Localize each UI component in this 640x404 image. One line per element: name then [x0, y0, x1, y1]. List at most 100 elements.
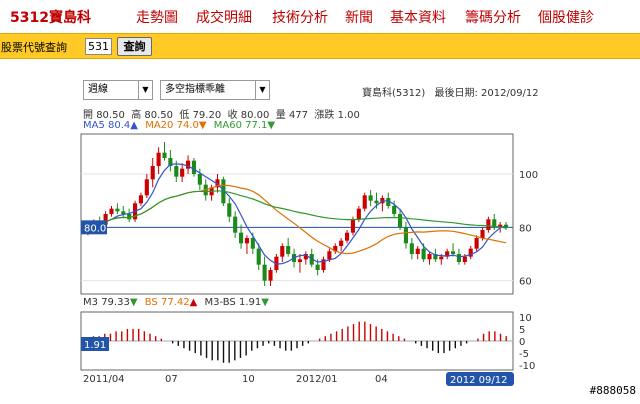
price-panel-frame — [80, 133, 514, 295]
high-value: 80.50 — [144, 110, 174, 121]
close-value: 80.00 — [240, 110, 270, 121]
candle-body — [421, 248, 426, 260]
candle-body — [185, 160, 191, 169]
sub-legend: M3 79.33▼ BS 77.42▲ M3-BS 1.91▼ — [83, 297, 269, 308]
candle-body — [315, 264, 320, 270]
nav-trade-detail[interactable]: 成交明細 — [196, 10, 252, 26]
ma5-line — [87, 163, 507, 265]
chevron-down-icon: ▼ — [138, 81, 152, 99]
candle-body — [468, 248, 473, 257]
low-value: 79.20 — [192, 110, 222, 121]
ma20-value: 74.0 — [176, 120, 199, 131]
ma20-line — [87, 184, 507, 255]
candle-body — [480, 230, 485, 238]
candle-body — [138, 195, 144, 204]
nav-health[interactable]: 個股健診 — [538, 10, 594, 26]
candle-body — [268, 270, 273, 281]
candle-body — [115, 208, 120, 212]
query-bar: 股票代號查詢 查詢 — [0, 33, 640, 59]
candle-body — [156, 152, 161, 166]
candle-body — [233, 216, 238, 233]
candle-body — [97, 222, 102, 225]
ma60-label: MA60 — [213, 120, 242, 131]
candle-body — [180, 168, 185, 177]
query-label: 股票代號查詢 — [1, 41, 67, 54]
nav-news[interactable]: 新聞 — [345, 10, 373, 26]
m3bs-value: 1.91 — [238, 297, 262, 308]
candle-body — [286, 246, 291, 254]
candle-body — [474, 238, 479, 249]
candle-body — [374, 200, 379, 204]
indicator-tick-label: 0 — [519, 337, 525, 348]
candle-body — [439, 256, 444, 260]
candle-body — [144, 179, 149, 196]
nav-fundamentals[interactable]: 基本資料 — [390, 10, 446, 26]
ma5-value: 80.4 — [108, 120, 131, 131]
candle-body — [191, 160, 197, 174]
triangle-down-icon: ▼ — [129, 297, 138, 308]
candle-body — [85, 227, 91, 230]
nav-technical[interactable]: 技術分析 — [272, 10, 328, 26]
triangle-up-icon: ▲ — [189, 297, 198, 308]
indicator-tick-label: 5 — [519, 325, 525, 336]
candle-body — [450, 251, 456, 254]
candle-body — [386, 198, 391, 206]
bs-label: BS — [144, 297, 158, 308]
candle-body — [256, 248, 261, 265]
ma5-label: MA5 — [83, 120, 105, 131]
candle-body — [503, 224, 509, 228]
low-label: 低 — [179, 110, 190, 121]
triangle-up-icon: ▲ — [130, 120, 138, 131]
candle-body — [339, 240, 344, 246]
candle-body — [121, 211, 126, 214]
candle-body — [297, 259, 303, 262]
candle-body — [227, 203, 232, 217]
query-button[interactable]: 查詢 — [117, 37, 152, 56]
candle-body — [409, 243, 414, 254]
candle-body — [356, 208, 361, 220]
candle-body — [456, 254, 462, 262]
candle-body — [403, 227, 409, 244]
nav-chips[interactable]: 籌碼分析 — [465, 10, 521, 26]
candle-body — [327, 251, 332, 260]
candle-body — [215, 179, 220, 188]
candle-body — [174, 166, 179, 177]
candle-body — [462, 256, 467, 262]
candle-body — [309, 254, 314, 265]
x-current-badge — [446, 372, 514, 386]
x-tick-label: 10 — [242, 374, 255, 385]
candle-body — [486, 219, 491, 230]
candle-body — [209, 187, 214, 196]
stock-title[interactable]: 5312寶島科 — [10, 10, 91, 26]
current-price-label: 80.0 — [84, 223, 106, 234]
candle-body — [91, 222, 96, 228]
volume-value: 477 — [288, 110, 309, 121]
period-select[interactable]: 週線 ▼ — [83, 80, 153, 100]
price-tick-label: 80 — [519, 223, 532, 234]
m3-value: 79.33 — [101, 297, 130, 308]
price-tick-label: 100 — [519, 170, 538, 181]
open-label: 開 — [83, 110, 93, 121]
indicator-select[interactable]: 多空指標乖離 ▼ — [160, 80, 270, 100]
candle-body — [333, 246, 338, 252]
open-value: 80.50 — [96, 110, 125, 121]
last-date: 2012/09/12 — [481, 88, 539, 99]
candle-body — [109, 208, 114, 214]
indicator-current-badge — [81, 337, 109, 351]
ma20-label: MA20 — [145, 120, 174, 131]
x-current-label: 2012 09/12 — [450, 375, 507, 386]
stock-code-input[interactable] — [85, 38, 112, 55]
candle-body — [168, 158, 173, 166]
m3-label: M3 — [83, 297, 98, 308]
indicator-tick-label: -10 — [519, 361, 535, 372]
ma60-value: 77.1 — [245, 120, 268, 131]
triangle-down-icon: ▼ — [261, 297, 269, 308]
high-label: 高 — [131, 110, 142, 121]
ohlc-line: 開 80.50 高 80.50 低 79.20 收 80.00 量 477 漲跌… — [83, 106, 360, 121]
candle-body — [321, 259, 326, 270]
indicator-value: 多空指標乖離 — [165, 84, 225, 95]
nav-trend[interactable]: 走勢圖 — [136, 10, 178, 26]
ma-legend: MA5 80.4▲ MA20 74.0▼ MA60 77.1▼ — [83, 120, 275, 131]
volume-label: 量 — [275, 110, 286, 121]
chevron-down-icon: ▼ — [255, 81, 269, 99]
